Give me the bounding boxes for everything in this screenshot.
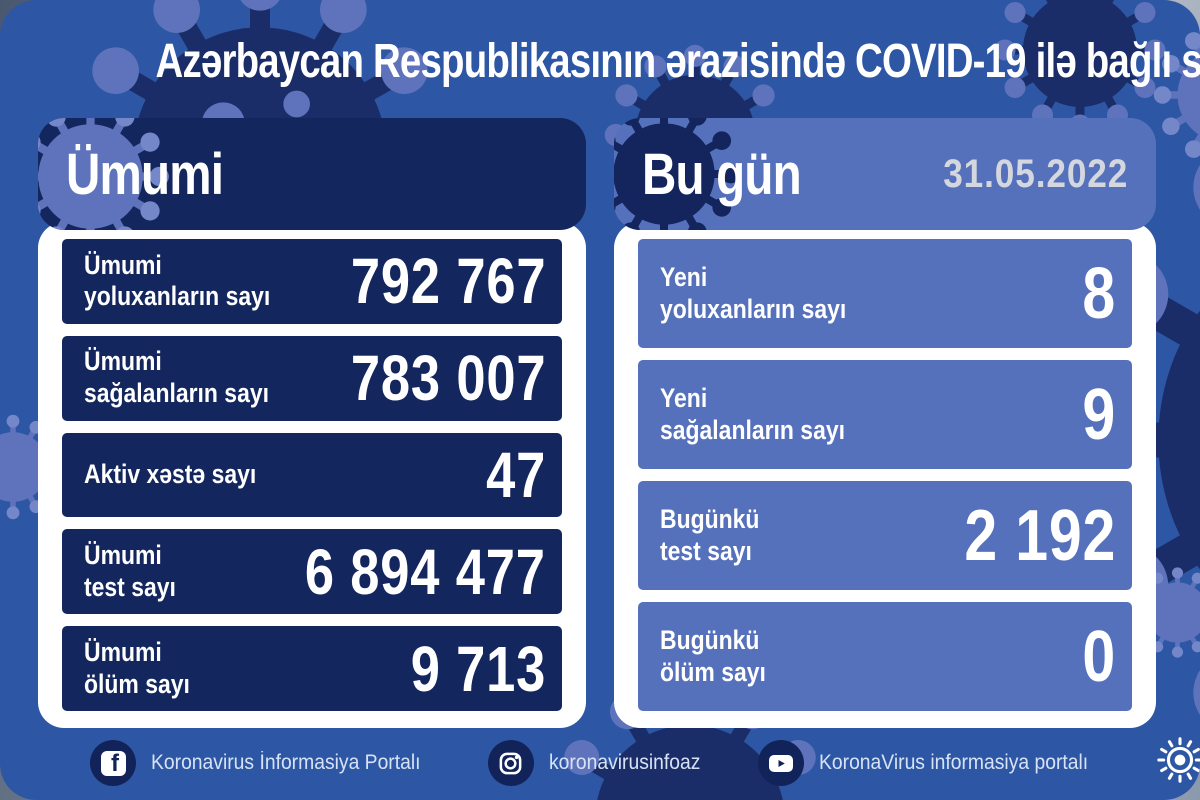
stat-label: Yeni yoluxanların sayı [660, 261, 847, 324]
stat-row-today-tests: Bugünkü test sayı 2 192 [638, 481, 1132, 590]
totals-header: Ümumi [38, 118, 586, 230]
stat-value: 783 007 [350, 342, 546, 415]
facebook-label: Koronavirus İnformasiya Portalı [151, 751, 421, 774]
footer: f Koronavirus İnformasiya Portalı korona… [0, 734, 1200, 800]
stat-value: 8 [1082, 253, 1116, 334]
stat-row-new-recovered: Yeni sağalanların sayı 9 [638, 360, 1132, 469]
stat-label: Ümumi ölüm sayı [84, 636, 190, 699]
stat-value: 9 713 [410, 632, 546, 705]
facebook-link[interactable]: f Koronavirus İnformasiya Portalı [90, 740, 444, 786]
stat-value: 6 894 477 [305, 535, 546, 608]
stat-value: 9 [1082, 374, 1116, 455]
stat-label: Ümumi yoluxanların sayı [84, 249, 271, 312]
totals-panel: Ümumi Ümumi yoluxanların sayı 792 767 Üm… [38, 118, 586, 728]
instagram-label: koronavirusinfoaz [548, 751, 701, 774]
youtube-label: KoronaVirus informasiya portalı [818, 751, 1088, 774]
youtube-link[interactable]: KoronaVirus informasiya portalı [757, 740, 1112, 786]
report-date: 31.05.2022 [943, 151, 1128, 196]
page-title: Azərbaycan Respublikasının ərazisində CO… [155, 35, 1200, 88]
today-panel: Bu gün 31.05.2022 Yeni yoluxanların sayı… [614, 118, 1156, 728]
stat-row-total-recovered: Ümumi sağalanların sayı 783 007 [62, 335, 562, 421]
stat-row-new-infected: Yeni yoluxanların sayı 8 [638, 239, 1132, 348]
today-header: Bu gün 31.05.2022 [614, 118, 1156, 230]
stat-label: Ümumi sağalanların sayı [84, 346, 269, 409]
virus-logo-icon [1157, 737, 1200, 783]
instagram-icon [487, 740, 534, 786]
stat-label: Bugünkü test sayı [660, 503, 760, 566]
totals-header-label: Ümumi [66, 141, 224, 207]
stat-row-total-infected: Ümumi yoluxanların sayı 792 767 [62, 239, 562, 324]
stat-row-total-tests: Ümumi test sayı 6 894 477 [62, 529, 562, 615]
stat-label: Yeni sağalanların sayı [660, 382, 845, 445]
stat-value: 0 [1082, 616, 1116, 697]
stat-value: 2 192 [964, 495, 1116, 576]
youtube-icon [757, 740, 804, 786]
stat-label: Ümumi test sayı [84, 539, 176, 602]
facebook-icon: f [90, 740, 136, 786]
stat-value: 792 767 [350, 245, 546, 318]
instagram-link[interactable]: koronavirusinfoaz [487, 740, 714, 786]
totals-rows-panel: Ümumi yoluxanların sayı 792 767 Ümumi sa… [38, 222, 586, 728]
stat-label: Aktiv xəstə sayı [84, 459, 257, 490]
stat-row-active-cases: Aktiv xəstə sayı 47 [62, 432, 562, 518]
today-rows-panel: Yeni yoluxanların sayı 8 Yeni sağalanlar… [614, 222, 1156, 728]
stat-row-today-deaths: Bugünkü ölüm sayı 0 [638, 602, 1132, 711]
stat-value: 47 [485, 438, 546, 511]
today-header-label: Bu gün [642, 141, 802, 207]
stat-label: Bugünkü ölüm sayı [660, 624, 766, 687]
stat-row-total-deaths: Ümumi ölüm sayı 9 713 [62, 626, 562, 711]
